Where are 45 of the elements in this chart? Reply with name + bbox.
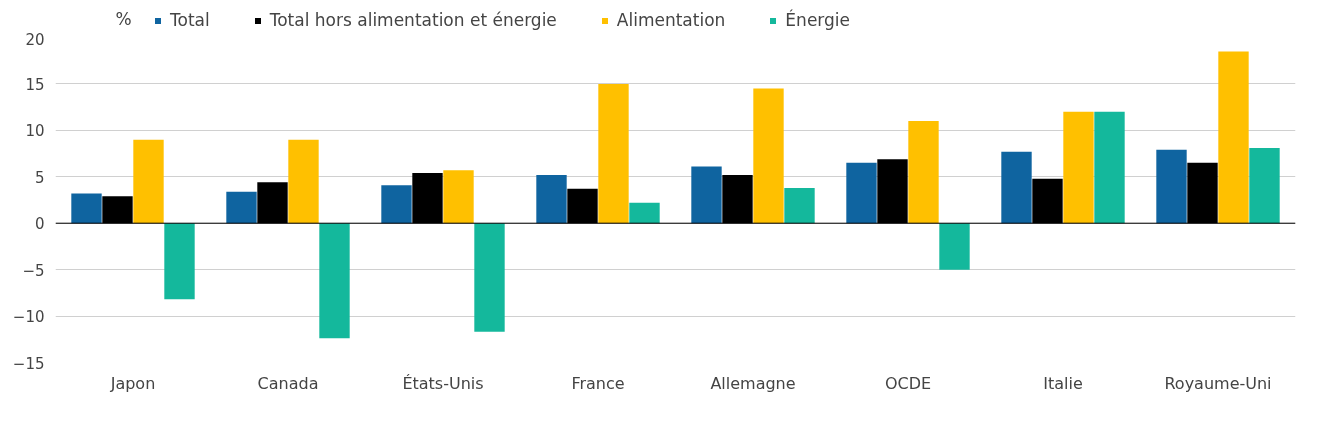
y-tick-label: −10 [12, 308, 45, 327]
bar [1063, 111, 1094, 224]
legend-label: Alimentation [616, 10, 726, 30]
bar [846, 162, 877, 224]
y-tick-label: 10 [25, 122, 45, 141]
x-tick-label: États-Unis [402, 373, 484, 393]
bar [939, 223, 970, 270]
y-tick-label: −5 [22, 261, 45, 280]
x-tick-label: Canada [257, 373, 319, 393]
bar [1218, 51, 1249, 224]
y-tick-label: 15 [25, 75, 45, 94]
x-tick-label: France [571, 373, 625, 393]
legend-label: Énergie [785, 10, 850, 30]
bar [1094, 111, 1125, 224]
bar [226, 191, 257, 224]
bar [629, 202, 660, 224]
bar [288, 139, 319, 224]
bar [164, 223, 195, 300]
x-tick-label: Allemagne [710, 373, 796, 393]
bar [784, 187, 815, 224]
y-tick-label: 20 [25, 30, 45, 49]
y-tick-label: −15 [12, 354, 45, 373]
bar [908, 121, 939, 224]
bar [133, 139, 164, 224]
x-tick-label: OCDE [884, 373, 932, 393]
bar [691, 166, 722, 224]
x-tick-label: Royaume-Uni [1164, 373, 1272, 393]
y-tick-label: 5 [34, 168, 45, 187]
bar [598, 83, 629, 224]
x-tick-label: Japon [109, 373, 156, 393]
bar [1249, 148, 1280, 224]
y-axis-title: % [115, 8, 132, 29]
bar [474, 223, 505, 332]
legend-label: Total hors alimentation et énergie [269, 10, 557, 30]
bar [1001, 151, 1032, 224]
bar [381, 185, 412, 224]
bar [71, 193, 102, 224]
bar [536, 174, 567, 224]
bar [443, 170, 474, 224]
bar [1156, 149, 1187, 224]
y-tick-label: 0 [34, 215, 45, 234]
bar [319, 223, 350, 339]
x-tick-label: Italie [1043, 373, 1083, 393]
legend-label: Total [170, 10, 210, 30]
bar [753, 88, 784, 224]
